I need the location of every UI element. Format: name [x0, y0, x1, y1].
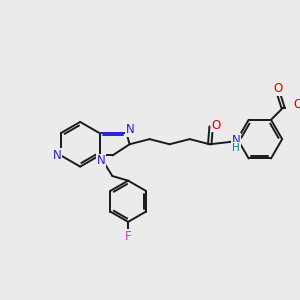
Text: N: N — [126, 123, 134, 136]
Text: F: F — [125, 230, 131, 243]
Text: O: O — [294, 98, 300, 110]
Text: N: N — [97, 154, 105, 167]
Text: O: O — [274, 82, 283, 95]
Text: H: H — [232, 143, 240, 153]
Text: N: N — [232, 134, 240, 147]
Text: N: N — [53, 149, 62, 162]
Text: O: O — [211, 118, 220, 132]
